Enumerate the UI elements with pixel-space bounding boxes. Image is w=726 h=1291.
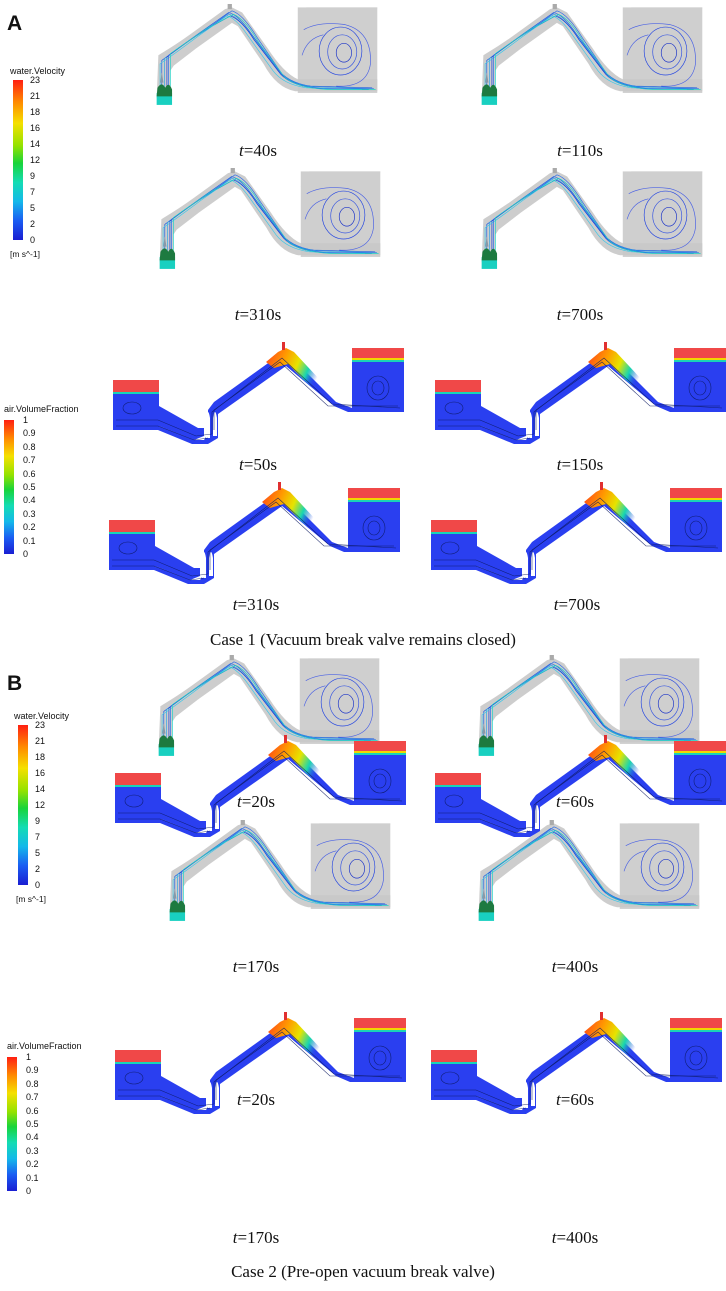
colorbar-tick: 14 <box>30 139 41 149</box>
volume-fraction-frame <box>114 734 407 838</box>
colorbar-tick: 21 <box>35 736 46 746</box>
colorbar-tick: 7 <box>35 832 41 842</box>
colorbar-tick: 9 <box>30 171 36 181</box>
colorbar-title: air.VolumeFraction <box>7 1041 82 1051</box>
colorbar-tick: 0.1 <box>23 535 36 546</box>
colorbar-tick: 0.2 <box>26 1159 39 1170</box>
colorbar-tick: 0.2 <box>23 522 36 533</box>
colorbar-tick: 0.8 <box>23 441 36 452</box>
frame-time-caption: t=40s <box>239 141 277 160</box>
frame-time-caption: t=20s <box>237 1090 275 1109</box>
colorbar-tick: 0.4 <box>23 495 36 506</box>
colorbar-tick: 0 <box>26 1186 32 1196</box>
colorbar-tick: 16 <box>30 123 41 133</box>
colorbar-gradient <box>4 420 14 554</box>
volume-fraction-colorbar-legend: air.VolumeFraction 1 0.9 0.8 0.7 0.6 0.5… <box>7 1041 107 1211</box>
colorbar-tick: 9 <box>35 816 41 826</box>
panel-label-b: B <box>7 672 23 695</box>
colorbar-tick: 0 <box>35 880 41 890</box>
frame-time-caption: t=150s <box>556 455 604 474</box>
colorbar-tick: 7 <box>30 187 36 197</box>
frame-time-caption: t=310s <box>232 595 280 614</box>
frame-time-caption: t=20s <box>237 792 275 811</box>
colorbar-tick: 23 <box>35 720 46 730</box>
colorbar-tick: 0 <box>30 235 36 245</box>
colorbar-tick: 23 <box>30 75 41 85</box>
velocity-pathline-frame <box>156 4 378 106</box>
frame-time-caption: t=110s <box>557 141 603 160</box>
frame-time-caption: t=310s <box>234 305 282 324</box>
colorbar-unit: [m s^-1] <box>10 249 40 259</box>
colorbar-tick: 1 <box>26 1052 32 1062</box>
colorbar-gradient <box>13 80 23 240</box>
frame-time-caption: t=700s <box>556 305 604 324</box>
colorbar-tick: 0.5 <box>26 1119 39 1129</box>
colorbar-title: water.Velocity <box>14 711 70 721</box>
velocity-pathline-frame <box>481 4 703 106</box>
colorbar-ticks: 23 21 18 16 14 12 9 7 5 2 0 <box>30 76 70 246</box>
colorbar-tick: 0.9 <box>26 1065 39 1076</box>
velocity-colorbar-legend: water.Velocity 23 21 18 16 14 12 9 7 5 2… <box>10 66 110 266</box>
case-caption: Case 1 (Vacuum break valve remains close… <box>210 630 516 649</box>
colorbar-tick: 16 <box>35 768 46 778</box>
velocity-pathline-frame <box>481 168 703 270</box>
colorbar-gradient <box>7 1057 17 1191</box>
colorbar-tick: 18 <box>30 107 41 117</box>
colorbar-tick: 0.6 <box>23 468 36 479</box>
colorbar-tick: 0.4 <box>26 1132 39 1143</box>
colorbar-tick: 1 <box>23 415 29 425</box>
volume-fraction-frame <box>108 481 401 585</box>
colorbar-tick: 14 <box>35 784 46 794</box>
colorbar-tick: 12 <box>35 800 46 810</box>
volume-fraction-frame <box>434 341 726 445</box>
colorbar-tick: 0.3 <box>23 508 36 519</box>
colorbar-tick: 0.7 <box>26 1092 39 1103</box>
frame-time-caption: t=60s <box>556 792 594 811</box>
colorbar-tick: 12 <box>30 155 41 165</box>
colorbar-tick: 0.7 <box>23 455 36 466</box>
colorbar-ticks: 1 0.9 0.8 0.7 0.6 0.5 0.4 0.3 0.2 0.1 0 <box>23 416 63 566</box>
colorbar-unit: [m s^-1] <box>16 894 46 904</box>
colorbar-tick: 0.5 <box>23 482 36 492</box>
volume-fraction-frame <box>434 734 726 838</box>
case-caption: Case 2 (Pre-open vacuum break valve) <box>231 1262 495 1281</box>
colorbar-ticks: 23 21 18 16 14 12 9 7 5 2 0 <box>35 721 75 891</box>
frame-time-caption: t=170s <box>232 957 280 976</box>
volume-fraction-colorbar-legend: air.VolumeFraction 1 0.9 0.8 0.7 0.6 0.5… <box>4 404 104 574</box>
colorbar-tick: 0.9 <box>23 428 36 439</box>
frame-time-caption: t=60s <box>556 1090 594 1109</box>
colorbar-tick: 0.6 <box>26 1105 39 1116</box>
frame-time-caption: t=50s <box>239 455 277 474</box>
colorbar-ticks: 1 0.9 0.8 0.7 0.6 0.5 0.4 0.3 0.2 0.1 0 <box>26 1053 66 1203</box>
velocity-colorbar-legend: water.Velocity 23 21 18 16 14 12 9 7 5 2… <box>14 711 114 911</box>
frame-time-caption: t=400s <box>551 1228 599 1247</box>
frame-time-caption: t=700s <box>553 595 601 614</box>
volume-fraction-frame <box>112 341 405 445</box>
velocity-pathline-frame <box>159 168 381 270</box>
frame-time-caption: t=170s <box>232 1228 280 1247</box>
colorbar-tick: 2 <box>30 219 36 229</box>
colorbar-tick: 21 <box>30 91 41 101</box>
colorbar-tick: 0.8 <box>26 1078 39 1089</box>
colorbar-tick: 0.3 <box>26 1145 39 1156</box>
colorbar-tick: 18 <box>35 752 46 762</box>
colorbar-tick: 2 <box>35 864 41 874</box>
colorbar-tick: 0.1 <box>26 1172 39 1183</box>
colorbar-gradient <box>18 725 28 885</box>
colorbar-tick: 0 <box>23 549 29 559</box>
panel-label-a: A <box>7 12 23 35</box>
colorbar-tick: 5 <box>35 848 41 858</box>
colorbar-title: water.Velocity <box>10 66 66 76</box>
volume-fraction-frame <box>430 481 723 585</box>
colorbar-tick: 5 <box>30 203 36 213</box>
colorbar-title: air.VolumeFraction <box>4 404 79 414</box>
frame-time-caption: t=400s <box>551 957 599 976</box>
